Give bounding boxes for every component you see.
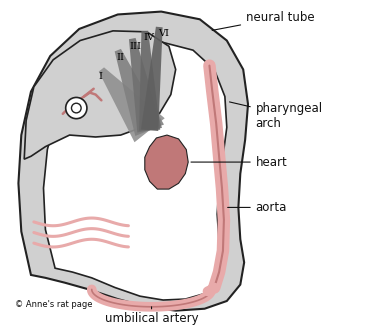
Polygon shape [141, 27, 163, 131]
Polygon shape [114, 49, 164, 136]
Circle shape [66, 98, 87, 119]
Text: III: III [129, 42, 141, 51]
Text: II: II [117, 53, 125, 62]
Polygon shape [43, 43, 227, 300]
Text: pharyngeal
arch: pharyngeal arch [230, 102, 323, 130]
Circle shape [71, 103, 81, 113]
Polygon shape [147, 145, 175, 168]
Text: I: I [99, 72, 102, 81]
Polygon shape [18, 12, 248, 311]
Text: heart: heart [191, 156, 288, 169]
Text: umbilical artery: umbilical artery [105, 307, 198, 325]
Text: IV: IV [143, 33, 154, 42]
Polygon shape [145, 135, 188, 189]
Polygon shape [24, 31, 176, 159]
Polygon shape [99, 67, 165, 142]
Text: aorta: aorta [228, 201, 287, 214]
Text: neural tube: neural tube [212, 11, 315, 30]
Polygon shape [139, 31, 160, 131]
Text: VI: VI [158, 29, 169, 38]
Polygon shape [129, 38, 162, 133]
Text: © Anne's rat page: © Anne's rat page [15, 300, 92, 309]
